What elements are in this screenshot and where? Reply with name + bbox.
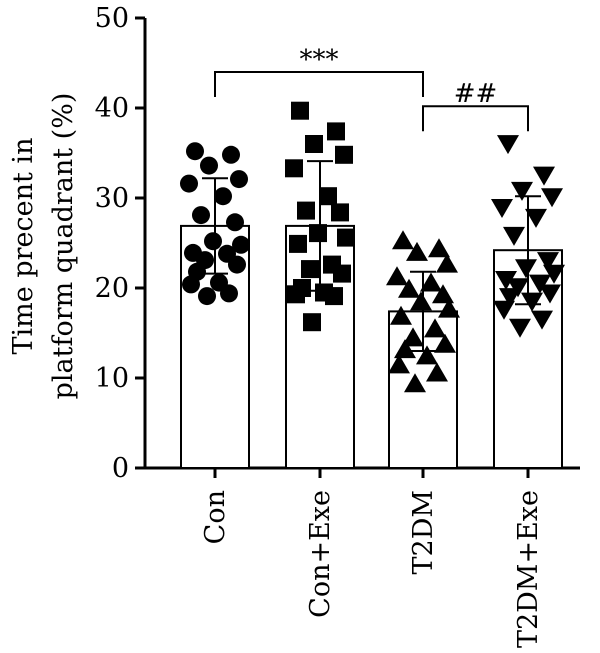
data-point-3-16 bbox=[493, 300, 515, 320]
data-point-1-6 bbox=[297, 201, 315, 220]
significance-label-1: ## bbox=[454, 79, 498, 109]
data-point-0-8 bbox=[204, 232, 222, 251]
data-point-2-16 bbox=[388, 354, 410, 374]
data-point-3-11 bbox=[529, 274, 551, 294]
data-point-0-5 bbox=[214, 187, 232, 206]
data-point-2-17 bbox=[426, 362, 448, 382]
data-point-3-17 bbox=[531, 310, 553, 330]
data-point-1-18 bbox=[303, 313, 321, 332]
x-tick-label-t2dm: T2DM bbox=[408, 490, 439, 574]
data-point-3-5 bbox=[525, 208, 547, 228]
data-point-2-2 bbox=[406, 241, 428, 261]
data-point-1-1 bbox=[327, 122, 345, 141]
data-point-2-18 bbox=[404, 373, 426, 393]
data-point-3-1 bbox=[533, 166, 555, 186]
data-point-0-9 bbox=[232, 235, 250, 254]
data-point-0-17 bbox=[220, 284, 238, 303]
significance-label-0: *** bbox=[300, 45, 339, 75]
data-point-2-10 bbox=[390, 305, 412, 325]
data-point-1-7 bbox=[331, 203, 349, 222]
data-point-1-12 bbox=[301, 260, 319, 279]
data-point-3-9 bbox=[543, 264, 565, 284]
data-point-3-12 bbox=[507, 278, 529, 298]
data-point-0-18 bbox=[198, 287, 216, 306]
data-point-1-0 bbox=[291, 101, 309, 120]
data-point-3-3 bbox=[541, 188, 563, 208]
axes: 0 10 20 30 40 50 Con Con+Exe T2DM T2DM+Exe bbox=[95, 3, 580, 648]
data-point-1-2 bbox=[305, 135, 323, 153]
data-point-1-5 bbox=[319, 187, 337, 206]
data-point-2-0 bbox=[392, 230, 414, 250]
data-point-3-7 bbox=[537, 252, 559, 272]
data-point-2-15 bbox=[416, 345, 438, 365]
data-point-1-4 bbox=[285, 159, 303, 178]
x-tick-label-t2dm-plus-exe: T2DM+Exe bbox=[513, 490, 544, 648]
data-point-2-12 bbox=[402, 327, 424, 347]
data-point-3-4 bbox=[491, 199, 513, 218]
data-point-3-0 bbox=[497, 135, 519, 155]
data-point-3-18 bbox=[509, 318, 531, 338]
y-tick-label: 50 bbox=[95, 3, 129, 34]
x-tick-label-con-plus-exe: Con+Exe bbox=[305, 490, 336, 618]
data-point-1-3 bbox=[335, 145, 353, 164]
data-point-0-7 bbox=[226, 213, 244, 232]
data-point-3-14 bbox=[499, 288, 521, 308]
data-point-0-1 bbox=[222, 145, 240, 164]
data-point-2-7 bbox=[432, 284, 454, 304]
data-point-0-13 bbox=[228, 255, 246, 274]
data-point-1-17 bbox=[325, 287, 343, 306]
data-point-0-2 bbox=[200, 156, 218, 175]
y-tick-label: 20 bbox=[95, 273, 129, 304]
y-tick-label: 40 bbox=[95, 93, 129, 124]
significance-bracket-0 bbox=[214, 71, 424, 97]
data-point-2-13 bbox=[434, 333, 456, 353]
data-point-0-4 bbox=[180, 174, 198, 193]
x-tick-label-con: Con bbox=[200, 490, 231, 544]
y-tick-label: 0 bbox=[112, 453, 129, 484]
y-tick-label: 30 bbox=[95, 183, 129, 214]
data-point-2-5 bbox=[420, 272, 442, 292]
data-point-3-15 bbox=[521, 292, 543, 312]
data-point-2-8 bbox=[410, 291, 432, 311]
data-points bbox=[180, 101, 565, 393]
data-point-3-8 bbox=[515, 259, 537, 279]
data-point-0-6 bbox=[192, 206, 210, 225]
error-bars bbox=[202, 160, 541, 352]
significance-annotations: *** ## bbox=[214, 45, 529, 132]
data-point-2-9 bbox=[438, 298, 460, 318]
y-axis-label-line1: Time precent in bbox=[8, 138, 39, 355]
significance-bracket-1 bbox=[422, 105, 529, 132]
data-point-3-2 bbox=[511, 181, 533, 201]
data-point-3-10 bbox=[495, 271, 517, 290]
data-point-0-0 bbox=[186, 142, 204, 161]
data-point-1-16 bbox=[287, 285, 305, 304]
data-point-3-6 bbox=[503, 226, 525, 246]
data-point-0-3 bbox=[230, 170, 248, 189]
y-tick-label: 10 bbox=[95, 363, 129, 394]
data-point-2-11 bbox=[424, 318, 446, 338]
data-point-3-13 bbox=[539, 284, 561, 304]
data-point-2-3 bbox=[436, 253, 458, 273]
data-point-1-13 bbox=[333, 264, 351, 283]
labels: Time precent in platform quadrant (%) bbox=[8, 93, 79, 400]
data-point-2-1 bbox=[428, 238, 450, 258]
y-axis-label-line2: platform quadrant (%) bbox=[48, 93, 79, 400]
data-point-1-9 bbox=[337, 228, 355, 247]
data-point-1-10 bbox=[289, 234, 307, 253]
data-point-1-8 bbox=[309, 224, 327, 243]
data-point-2-14 bbox=[394, 339, 416, 359]
data-point-0-16 bbox=[182, 275, 200, 294]
data-point-2-4 bbox=[386, 266, 408, 286]
data-point-2-6 bbox=[398, 278, 420, 298]
